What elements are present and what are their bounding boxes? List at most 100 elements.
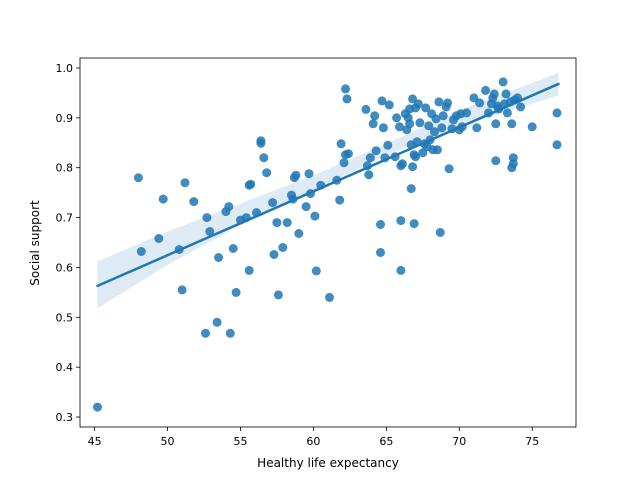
data-point-126 [491, 119, 501, 129]
data-point-63 [376, 220, 385, 229]
data-point-9 [201, 328, 210, 338]
data-point-29 [268, 198, 278, 208]
data-point-51 [341, 84, 350, 94]
data-point-125 [491, 156, 501, 166]
data-point-55 [361, 104, 371, 114]
data-point-104 [435, 228, 445, 237]
x-tick-label-65: 65 [379, 435, 393, 448]
data-point-65 [378, 123, 388, 133]
data-point-34 [282, 218, 292, 228]
x-tick-label-45: 45 [88, 435, 102, 448]
data-point-118 [472, 123, 482, 133]
data-point-16 [225, 328, 235, 338]
x-tick-label-60: 60 [306, 435, 320, 448]
data-point-96 [424, 121, 434, 131]
y-axis-ticks: 0.3 0.4 0.5 0.6 0.7 0.8 0.9 1.0 [56, 62, 80, 424]
data-point-31 [272, 218, 282, 228]
y-tick-label-0.4: 0.4 [56, 361, 74, 374]
data-point-103 [434, 97, 444, 107]
y-tick-label-0.7: 0.7 [56, 212, 74, 225]
data-point-119 [475, 98, 485, 108]
data-point-33 [278, 243, 288, 252]
data-point-64 [377, 96, 387, 106]
data-point-81 [406, 184, 416, 194]
data-point-143 [552, 140, 562, 150]
data-point-134 [507, 119, 517, 129]
data-point-59 [368, 119, 378, 129]
data-point-62 [376, 248, 385, 257]
y-tick-label-0.9: 0.9 [56, 112, 74, 125]
data-point-72 [396, 265, 406, 275]
data-point-132 [502, 108, 512, 118]
data-point-137 [508, 159, 518, 169]
data-point-10 [202, 213, 212, 223]
data-point-140 [516, 102, 526, 112]
data-point-46 [325, 292, 334, 302]
data-point-120 [481, 85, 491, 95]
data-point-54 [343, 149, 353, 159]
x-tick-label-75: 75 [525, 435, 539, 448]
data-point-32 [273, 290, 283, 300]
data-point-90 [413, 99, 423, 109]
y-tick-label-0.6: 0.6 [56, 261, 74, 274]
data-point-131 [501, 89, 511, 99]
data-point-43 [310, 211, 320, 221]
data-point-67 [383, 140, 393, 150]
data-point-106 [438, 111, 448, 121]
data-point-4 [158, 194, 168, 204]
data-point-28 [262, 168, 272, 178]
data-point-27 [259, 153, 269, 163]
data-point-12 [212, 317, 222, 327]
data-point-109 [444, 164, 454, 174]
y-tick-label-0.5: 0.5 [56, 311, 74, 324]
data-point-57 [364, 170, 374, 180]
data-point-41 [304, 169, 314, 179]
data-point-26 [256, 138, 266, 148]
data-point-2 [136, 247, 146, 256]
data-point-11 [205, 227, 215, 236]
axes-frame [79, 57, 577, 428]
data-point-70 [392, 113, 402, 123]
x-tick-label-55: 55 [233, 435, 247, 448]
data-point-129 [498, 77, 508, 87]
data-point-38 [291, 170, 301, 180]
y-tick-label-0.8: 0.8 [56, 162, 74, 175]
data-point-1 [133, 173, 143, 183]
x-tick-label-50: 50 [161, 435, 175, 448]
data-point-61 [371, 146, 381, 156]
y-tick-label-0.3: 0.3 [56, 411, 74, 424]
data-point-21 [244, 265, 254, 275]
data-point-71 [395, 122, 404, 132]
data-point-53 [342, 94, 352, 104]
data-point-50 [339, 158, 349, 168]
data-point-7 [180, 178, 190, 188]
data-point-73 [396, 216, 406, 226]
data-point-17 [228, 244, 238, 253]
data-point-141 [527, 122, 537, 132]
data-point-80 [405, 119, 415, 129]
data-point-39 [294, 229, 304, 238]
data-point-30 [269, 250, 279, 259]
data-point-8 [189, 197, 199, 207]
data-point-142 [552, 108, 562, 118]
x-axis-label: Healthy life expectancy [257, 456, 399, 470]
data-point-48 [335, 195, 345, 205]
data-point-0 [93, 402, 102, 412]
data-point-124 [489, 89, 499, 99]
y-axis-label: Social support [28, 200, 42, 286]
data-point-18 [231, 287, 241, 297]
data-point-68 [384, 100, 394, 110]
data-point-6 [177, 285, 187, 295]
data-point-84 [408, 162, 418, 172]
data-point-40 [301, 202, 311, 212]
data-point-3 [154, 234, 164, 243]
data-point-100 [430, 127, 439, 137]
y-tick-label-1: 1.0 [56, 62, 74, 75]
data-point-102 [432, 145, 442, 155]
data-point-60 [370, 111, 380, 121]
data-point-94 [421, 103, 431, 113]
x-tick-label-70: 70 [452, 435, 466, 448]
data-point-116 [462, 108, 472, 118]
